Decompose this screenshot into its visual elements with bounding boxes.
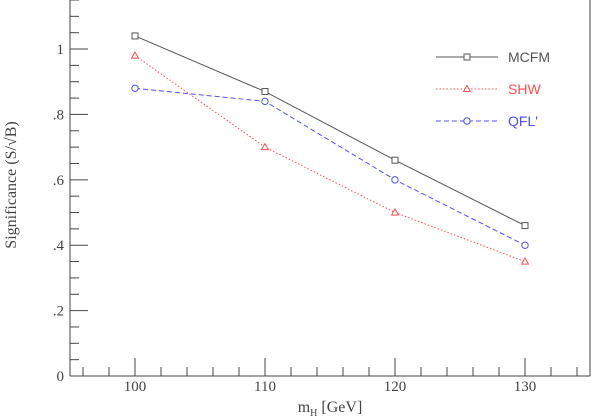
data-point	[391, 156, 399, 164]
y-tick-label: .6	[53, 173, 65, 189]
legend-marker	[463, 117, 471, 125]
series-triangle	[130, 51, 530, 265]
data-point	[260, 142, 270, 151]
data-point	[130, 51, 140, 59]
data-point	[391, 176, 399, 184]
data-point	[131, 32, 139, 40]
legend-entry: MCFM	[436, 49, 550, 65]
x-axis-title-unit: [GeV]	[321, 399, 362, 416]
x-tick-label: 100	[124, 379, 147, 395]
data-point	[520, 257, 530, 265]
legend-entry: QFL'	[436, 113, 538, 129]
legend-entry: SHW	[436, 81, 541, 97]
series-line	[134, 35, 526, 227]
legend-label: QFL'	[508, 113, 538, 129]
series-circle	[131, 84, 529, 249]
x-axis-title: mH [GeV]	[298, 399, 363, 417]
data-point	[131, 84, 139, 92]
x-tick-label: 110	[254, 379, 276, 395]
x-tick-label: 120	[384, 379, 407, 395]
legend: MCFM SHW QFL'	[436, 49, 550, 129]
data-point	[261, 88, 269, 96]
y-tick-label: 0	[57, 369, 65, 385]
data-point	[521, 241, 529, 249]
x-tick-label: 130	[514, 379, 537, 395]
axes: 100 110 120 130 0 .2 .4 .6 .8 1	[53, 0, 591, 395]
legend-label: SHW	[508, 81, 541, 97]
y-axis-title: Significance (S/√B)	[3, 121, 20, 248]
x-axis-title-main: m	[298, 399, 311, 416]
legend-marker	[463, 53, 471, 61]
x-axis-title-subscript: H	[310, 408, 317, 417]
series-layer	[130, 32, 530, 265]
y-tick-label: 1	[57, 42, 65, 58]
data-point	[521, 222, 529, 230]
y-tick-label: .2	[53, 304, 64, 320]
legend-label: MCFM	[508, 49, 550, 65]
y-tick-label: .8	[53, 107, 64, 123]
series-square	[131, 32, 529, 230]
data-point	[261, 97, 269, 106]
y-tick-label: .4	[53, 238, 65, 254]
series-line	[134, 87, 526, 246]
legend-marker	[462, 84, 472, 92]
series-line	[134, 55, 526, 263]
data-point	[390, 208, 400, 216]
